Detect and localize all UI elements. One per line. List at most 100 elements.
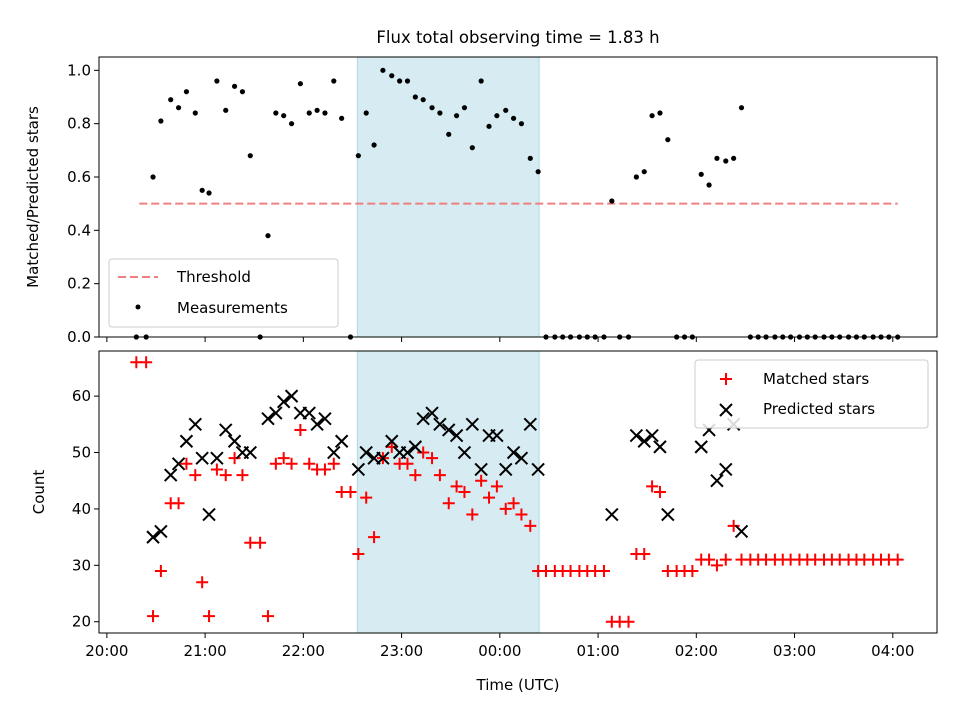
predicted-point xyxy=(202,507,216,522)
measurement-point xyxy=(371,142,377,148)
measurement-point xyxy=(314,107,320,113)
predicted-point xyxy=(284,389,299,403)
predicted-point xyxy=(164,468,178,482)
matched-point xyxy=(710,559,723,572)
x-tick-label: 21:00 xyxy=(183,642,226,660)
measurement-point xyxy=(158,118,164,124)
predicted-point xyxy=(629,428,644,443)
matched-point xyxy=(507,497,520,510)
predicted-point xyxy=(400,445,415,460)
predicted-point xyxy=(465,417,480,432)
predicted-point xyxy=(227,434,242,448)
matched-point xyxy=(203,610,216,623)
measurement-point xyxy=(641,169,647,175)
measurement-point xyxy=(339,115,345,121)
y-tick-label: 30 xyxy=(72,556,91,574)
legend-box xyxy=(694,359,929,429)
y-tick-label: 50 xyxy=(72,444,91,462)
predicted-point xyxy=(416,411,430,426)
measurement-point xyxy=(404,78,411,84)
measurement-point xyxy=(461,105,468,111)
predicted-point xyxy=(408,440,423,454)
measurement-point xyxy=(380,67,386,73)
matched-point xyxy=(294,423,307,436)
measurement-point xyxy=(322,110,328,116)
predicted-point xyxy=(719,462,733,477)
bottom-legend: Matched stars Predicted stars xyxy=(694,359,929,429)
predicted-point xyxy=(531,462,545,477)
predicted-point xyxy=(146,530,160,544)
matched-point xyxy=(490,480,503,493)
matched-point xyxy=(450,480,463,493)
measurement-point xyxy=(150,174,156,180)
x-axis-label: Time (UTC) xyxy=(476,676,560,694)
top-panel: 0.0 0.2 0.4 0.6 0.8 1.0 Matched/Predicted sta… xyxy=(24,56,938,346)
matched-point xyxy=(426,452,439,465)
measurement-point xyxy=(183,89,190,95)
predicted-point xyxy=(179,434,194,448)
matched-points xyxy=(130,356,904,628)
predicted-point xyxy=(171,457,186,471)
legend-matched-label: Matched stars xyxy=(763,370,869,388)
matched-point xyxy=(686,564,699,577)
measurement-point xyxy=(518,121,525,127)
measurement-point xyxy=(437,110,443,116)
matched-point xyxy=(622,615,635,628)
measurement-point xyxy=(649,113,655,119)
measurement-point xyxy=(192,110,198,116)
measurement-point xyxy=(738,105,745,111)
matched-point xyxy=(646,480,659,493)
measurement-point xyxy=(175,105,182,111)
matched-point xyxy=(189,469,202,482)
matched-point xyxy=(303,457,316,470)
matched-point xyxy=(154,564,167,577)
matched-point xyxy=(352,548,365,561)
predicted-point xyxy=(188,417,202,432)
measurement-point xyxy=(168,97,174,103)
measurement-point xyxy=(247,153,253,159)
matched-point xyxy=(219,469,232,482)
predicted-point xyxy=(334,434,349,448)
matched-point xyxy=(466,508,479,521)
matched-point xyxy=(891,553,904,566)
measurement-point xyxy=(665,137,671,143)
predicted-point xyxy=(195,451,209,465)
matched-point xyxy=(254,536,267,549)
predicted-point xyxy=(385,434,399,448)
predicted-point xyxy=(376,451,390,465)
top-axes-frame xyxy=(98,56,938,338)
matched-point xyxy=(417,446,430,459)
matched-point xyxy=(228,452,241,465)
x-tick-label: 20:00 xyxy=(85,642,128,660)
x-tick-label: 02:00 xyxy=(675,642,718,660)
predicted-point xyxy=(449,428,464,443)
y-tick-label: 0.6 xyxy=(67,168,91,186)
measurement-point xyxy=(214,78,220,84)
matched-point xyxy=(261,610,274,623)
measurement-point xyxy=(503,107,509,113)
y-tick-label: 40 xyxy=(72,500,91,518)
matched-point xyxy=(458,486,471,498)
measurement-point xyxy=(714,155,720,161)
y-tick-label: 20 xyxy=(72,613,91,631)
measurement-point xyxy=(331,78,337,84)
measurement-point xyxy=(429,105,435,111)
predicted-point xyxy=(327,445,341,460)
measurement-point xyxy=(494,113,500,119)
matched-point xyxy=(719,553,732,566)
matched-point xyxy=(210,463,223,476)
matched-point xyxy=(433,469,446,482)
measurement-point xyxy=(706,182,712,188)
predicted-point xyxy=(276,395,291,409)
y-ticks: 0.0 0.2 0.4 0.6 0.8 1.0 xyxy=(67,61,99,346)
predicted-point xyxy=(351,462,366,477)
y-tick-label: 0.2 xyxy=(67,275,91,293)
x-ticks: 20:00 21:00 22:00 23:00 00:00 01:00 02:00 03:00… xyxy=(85,633,914,660)
predicted-point xyxy=(310,417,324,432)
matched-point xyxy=(285,457,298,470)
matched-point xyxy=(236,469,249,482)
x-tick-label: 00:00 xyxy=(478,642,521,660)
matched-point xyxy=(442,497,455,510)
matched-point xyxy=(483,491,496,504)
legend-matched-swatch xyxy=(720,373,732,385)
